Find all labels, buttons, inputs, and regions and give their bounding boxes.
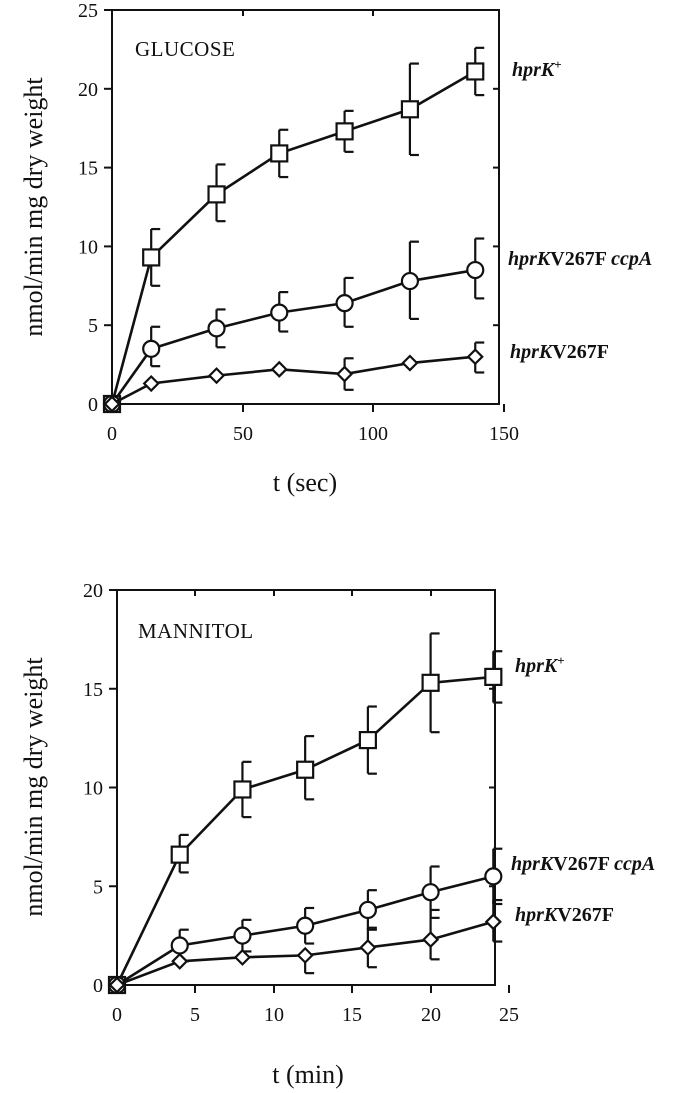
series-label: hprKV267F	[515, 904, 614, 926]
data-point-circle	[270, 303, 289, 322]
series-label-part: V267F	[550, 248, 611, 270]
data-point-square	[270, 144, 289, 163]
y-axis-label: nmol/min mg dry weight	[19, 77, 48, 337]
series-circle: hprKV267F ccpA	[107, 847, 655, 995]
data-point-circle	[207, 319, 226, 338]
data-point-square	[484, 667, 503, 687]
data-point-diamond	[466, 348, 484, 366]
plot-frame	[111, 9, 500, 405]
series-line	[110, 268, 476, 405]
x-tick-label: 0	[107, 423, 117, 445]
data-point-diamond	[422, 931, 440, 949]
data-point-square	[358, 730, 377, 750]
data-point-square	[207, 185, 226, 204]
x-tick-label: 150	[489, 423, 519, 445]
series-square: hprK+	[107, 632, 565, 995]
y-tick-label: 25	[78, 0, 98, 22]
y-tick-label: 10	[78, 236, 98, 258]
y-tick-label: 10	[83, 778, 103, 800]
series-label-part: hprK	[515, 904, 559, 926]
series-label-part: hprK	[511, 853, 555, 875]
x-tick-label: 0	[112, 1004, 122, 1026]
y-tick-label: 0	[93, 975, 103, 997]
y-tick-label: 20	[83, 580, 103, 602]
data-point-diamond	[484, 913, 502, 931]
data-point-circle	[335, 294, 354, 313]
data-point-circle	[233, 926, 252, 945]
series-square: hprK+	[102, 46, 562, 414]
y-tick-label: 15	[78, 158, 98, 180]
y-tick-label: 0	[88, 394, 98, 416]
data-point-circle	[296, 916, 315, 935]
chart-panel-2: 0 5 10 15 20 0 5 10 15 20 25 t (min) nmol/min mg dry…	[19, 580, 655, 1089]
series-label: hprK+	[512, 57, 562, 82]
x-tick-label: 20	[421, 1004, 441, 1026]
x-tick-label: 10	[264, 1004, 284, 1026]
series-line	[110, 70, 476, 405]
series-label: hprKV267F ccpA	[508, 248, 652, 270]
y-tick-label: 15	[83, 679, 103, 701]
data-point-diamond	[359, 938, 377, 957]
panel-title: MANNITOL	[138, 619, 254, 643]
data-point-circle	[170, 936, 189, 955]
data-point-circle	[484, 867, 503, 886]
series-label-part: +	[554, 57, 561, 72]
data-point-square	[233, 780, 252, 799]
data-point-diamond	[108, 976, 126, 994]
data-point-diamond	[171, 952, 189, 970]
data-point-square	[142, 248, 161, 267]
series-label-part: hprK	[508, 248, 552, 270]
x-tick-label: 15	[342, 1004, 362, 1026]
data-point-diamond	[103, 395, 121, 413]
y-tick-label: 5	[93, 876, 103, 898]
series-diamond: hprKV267F	[103, 341, 609, 413]
series-label-part: V267F	[553, 853, 614, 875]
data-point-diamond	[270, 360, 288, 378]
data-point-square	[335, 122, 354, 141]
data-point-circle	[142, 339, 161, 358]
x-tick-label: 5	[190, 1004, 200, 1026]
data-point-diamond	[296, 946, 314, 964]
data-point-diamond	[142, 374, 160, 393]
data-point-diamond	[233, 948, 251, 966]
x-tick-label: 25	[499, 1004, 519, 1026]
data-point-square	[296, 760, 315, 779]
data-point-diamond	[401, 354, 419, 372]
data-point-square	[466, 62, 485, 81]
series-circle: hprKV267F ccpA	[102, 237, 652, 414]
data-point-square	[170, 845, 189, 864]
data-point-circle	[358, 900, 377, 920]
series-label-part: ccpA	[611, 248, 652, 270]
data-point-circle	[466, 260, 485, 280]
series-label-part: V267F	[552, 341, 609, 363]
series-label: hprK+	[515, 653, 565, 678]
panel-title: GLUCOSE	[135, 37, 235, 61]
x-axis-label: t (min)	[272, 1060, 344, 1089]
data-point-circle	[400, 271, 420, 291]
data-point-circle	[421, 883, 440, 902]
series-label-part: +	[557, 653, 564, 668]
y-axis-label: nmol/min mg dry weight	[19, 657, 48, 917]
series-label-part: V267F	[557, 904, 614, 926]
x-tick-label: 50	[233, 423, 253, 445]
x-tick-label: 100	[358, 423, 388, 445]
chart-panel-1: 0 5 10 15 20 25 0 50 100 150 t (sec) nmol/min mg dr…	[19, 0, 652, 497]
data-point-diamond	[336, 365, 354, 383]
x-axis-label: t (sec)	[273, 468, 337, 497]
series-line	[111, 355, 476, 406]
series-label-part: hprK	[510, 341, 554, 363]
series-label-part: hprK	[512, 59, 556, 81]
series-label-part: ccpA	[614, 853, 655, 875]
series-label-part: hprK	[515, 655, 559, 677]
series-label: hprKV267F	[510, 341, 609, 363]
series-label: hprKV267F ccpA	[511, 853, 655, 875]
series-diamond: hprKV267F	[108, 898, 614, 994]
data-point-square	[400, 100, 420, 119]
y-tick-label: 20	[78, 79, 98, 101]
data-point-square	[421, 673, 440, 692]
y-tick-label: 5	[88, 315, 98, 337]
data-point-diamond	[207, 367, 226, 385]
